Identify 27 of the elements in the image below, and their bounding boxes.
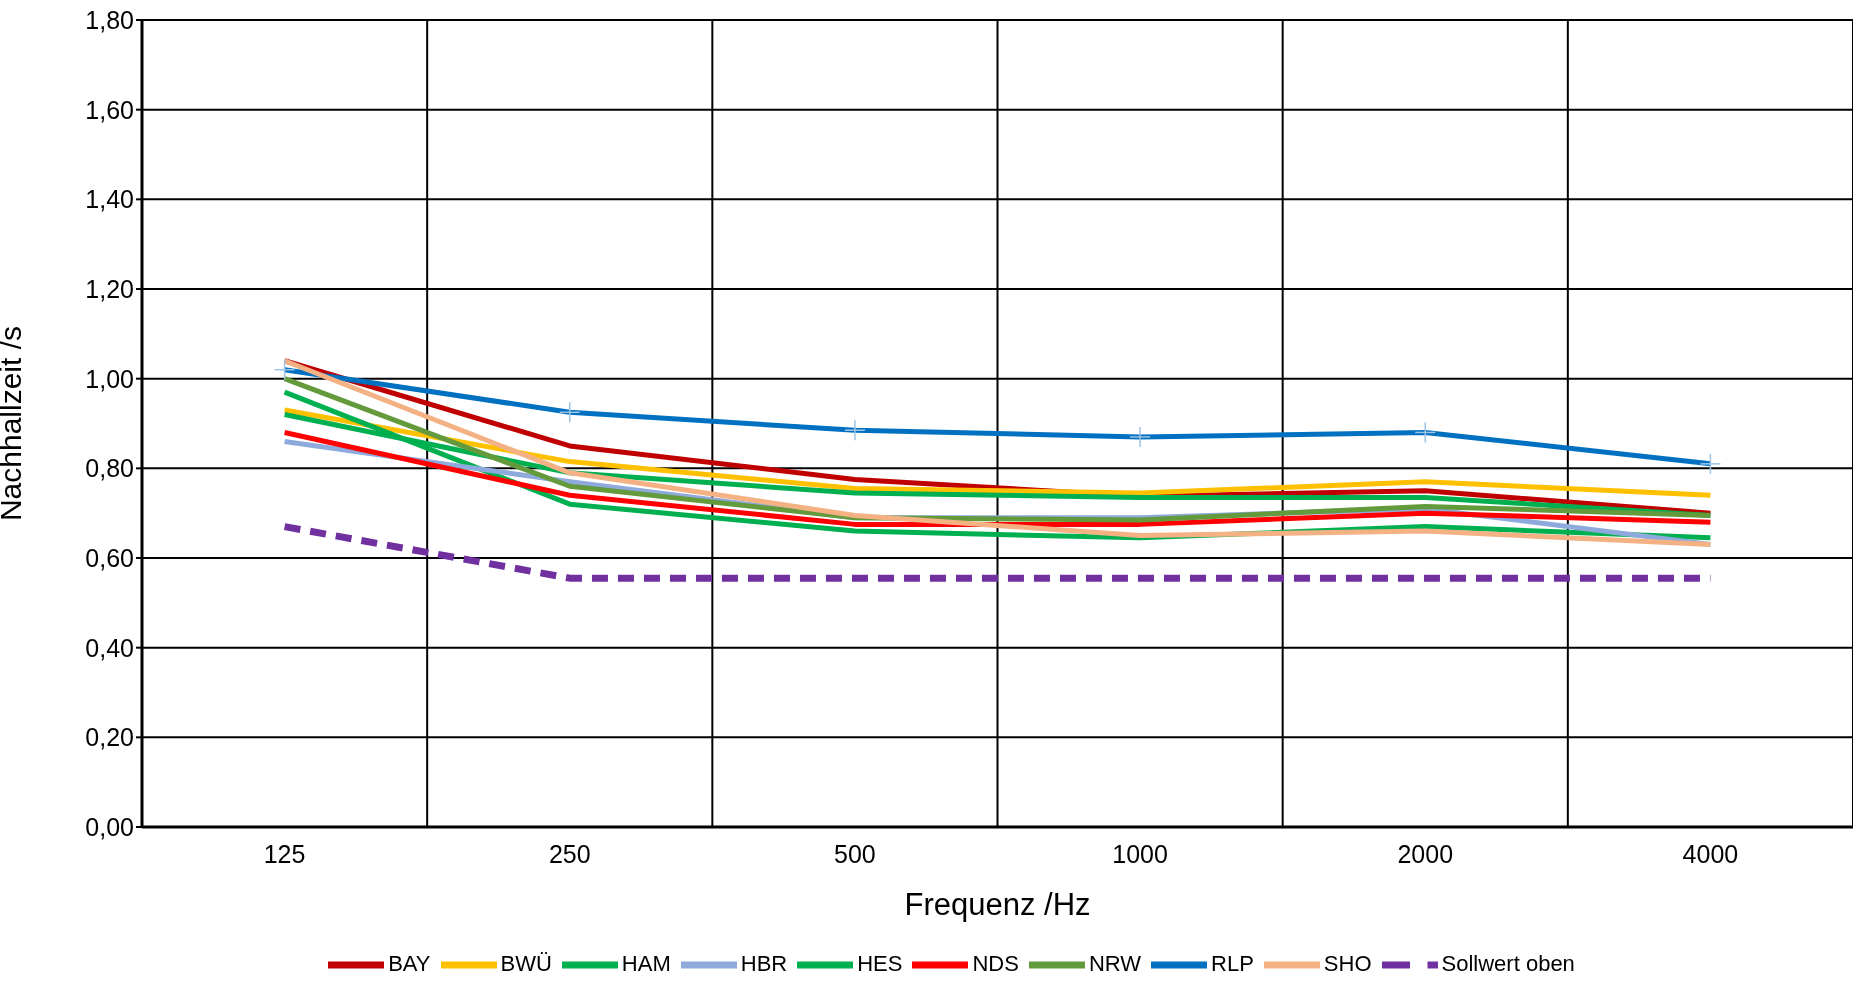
legend-label: HBR — [740, 950, 788, 976]
x-axis-title: Frequenz /Hz — [904, 887, 1091, 922]
y-tick-label: 0,00 — [85, 812, 134, 841]
legend-label: SHO — [1323, 950, 1372, 976]
x-tick-label: 125 — [263, 839, 306, 868]
y-tick-label: 0,80 — [85, 454, 134, 483]
legend-label: Sollwert oben — [1441, 950, 1575, 976]
y-tick-label: 1,80 — [85, 5, 134, 34]
x-tick-label: 1000 — [1112, 839, 1168, 868]
y-tick-label: 1,00 — [85, 364, 134, 393]
legend-label: BAY — [388, 950, 431, 976]
x-tick-label: 2000 — [1397, 839, 1454, 868]
y-tick-label: 0,20 — [85, 723, 134, 752]
y-tick-label: 0,60 — [85, 543, 134, 572]
legend-label: RLP — [1211, 950, 1254, 976]
y-tick-label: 1,20 — [85, 274, 134, 303]
legend-label: NRW — [1088, 950, 1142, 976]
y-tick-label: 1,60 — [85, 95, 134, 124]
legend-label: HES — [857, 950, 903, 976]
x-tick-label: 250 — [548, 839, 591, 868]
x-tick-label: 500 — [834, 839, 876, 868]
x-tick-label: 4000 — [1682, 839, 1739, 868]
y-tick-label: 1,40 — [85, 185, 134, 214]
y-tick-label: 0,40 — [85, 633, 134, 662]
legend-label: HAM — [621, 950, 671, 976]
legend-label: NDS — [972, 950, 1019, 976]
legend-label: BWÜ — [500, 950, 552, 976]
